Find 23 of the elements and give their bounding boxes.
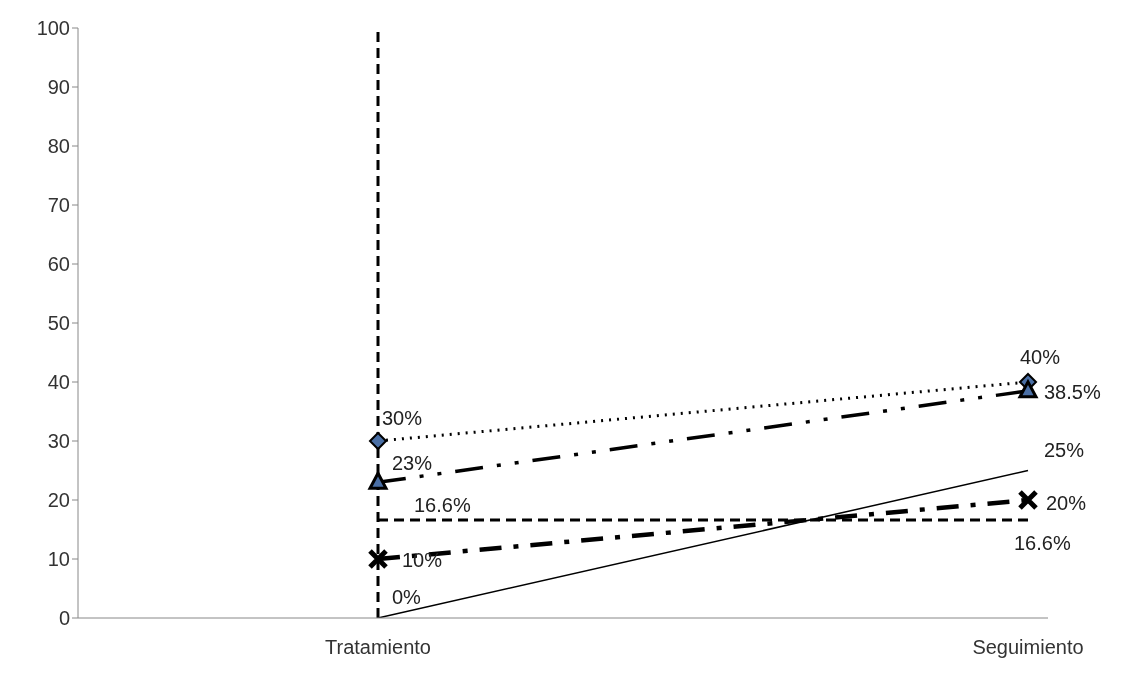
data-label: 38.5% [1044,380,1101,403]
y-tick-label: 20 [47,489,70,512]
data-label: 25% [1044,438,1085,461]
x-tick-label: Tratamiento [325,636,431,659]
x-tick-label: Seguimiento [972,636,1084,659]
y-tick-label: 60 [47,253,70,276]
y-tick-label: 90 [47,76,70,99]
data-label: 23% [392,452,433,475]
data-label: 30% [382,407,423,429]
y-tick-label: 70 [47,194,70,217]
y-tick-label: 10 [47,548,70,571]
data-label: 16.6% [1014,532,1071,555]
y-tick-label: 40 [47,371,70,394]
data-label: 16.6% [414,494,471,517]
y-tick-label: 80 [47,135,70,158]
y-tick-label: 100 [36,17,70,40]
y-tick-label: 30 [47,430,70,453]
y-tick-label: 0 [58,607,70,630]
y-tick-label: 50 [47,312,70,335]
data-label: 10% [402,549,443,571]
data-label: 40% [1020,346,1061,368]
data-label: 20% [1046,492,1087,514]
data-label: 0% [392,586,422,608]
